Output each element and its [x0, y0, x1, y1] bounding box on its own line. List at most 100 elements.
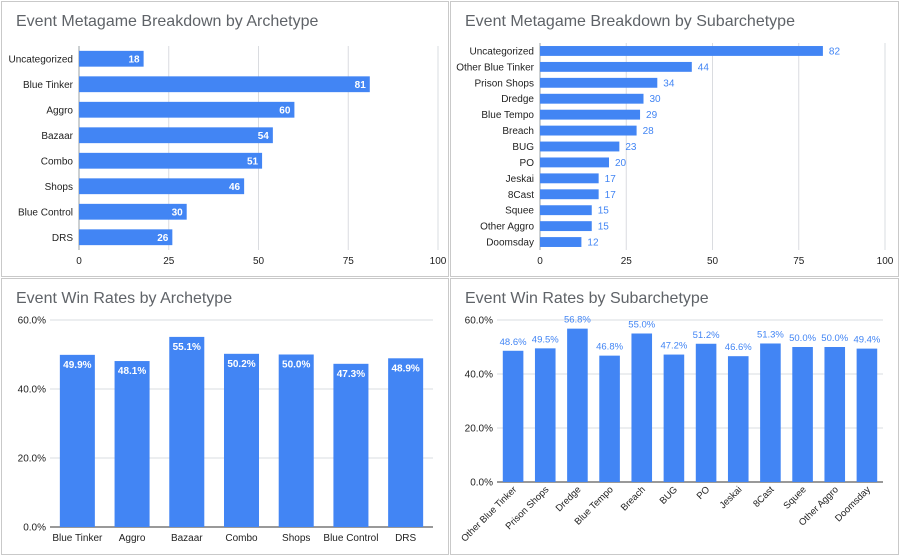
data-label: 12 [587, 238, 599, 249]
archetype-winrates-plot: 0.0% 20.0% 40.0% 60.0% 49.9% Blue Tinker 48.1%… [18, 316, 433, 544]
y-tick-label: 0.0% [23, 523, 46, 534]
y-tick-label: 20.0% [465, 424, 493, 435]
bar [59, 354, 95, 527]
data-label: 23 [625, 142, 637, 153]
category-label: Dredge [554, 484, 584, 514]
y-tick-label: 0.0% [470, 478, 493, 489]
category-label: Uncategorized [470, 46, 534, 57]
data-label: 49.4% [853, 335, 880, 346]
bar [114, 361, 150, 527]
bar [79, 76, 370, 93]
data-label: 29 [646, 110, 658, 121]
data-label: 54 [258, 131, 270, 142]
x-tick-label: 0 [537, 256, 543, 267]
category-label: DRS [395, 533, 416, 544]
category-label: Blue Control [18, 207, 73, 218]
category-label: PO [520, 158, 535, 169]
data-label: 46.8% [596, 342, 623, 353]
y-tick-label: 20.0% [18, 454, 46, 465]
category-label: Bazaar [171, 533, 203, 544]
category-label: 8Cast [508, 190, 534, 201]
data-label: 46.6% [725, 342, 752, 353]
data-label: 47.3% [337, 369, 365, 380]
category-label: Blue Control [323, 533, 378, 544]
bar [79, 178, 245, 195]
bar [856, 348, 878, 482]
bar [599, 355, 620, 482]
category-label: Breach [619, 484, 648, 513]
data-label: 56.8% [564, 315, 591, 326]
category-label: 8Cast [751, 484, 777, 510]
bar [79, 101, 295, 118]
data-label: 50.0% [282, 360, 310, 371]
data-label: 30 [650, 94, 662, 105]
data-label: 34 [663, 78, 675, 89]
data-label: 60 [279, 105, 291, 116]
data-label: 49.5% [532, 334, 559, 345]
bar [540, 61, 692, 72]
x-tick-label: 50 [707, 256, 719, 267]
bar [540, 205, 592, 216]
x-tick-label: 50 [253, 256, 265, 267]
data-label: 28 [643, 126, 655, 137]
data-label: 50.2% [227, 359, 255, 370]
category-label: BUG [658, 484, 680, 506]
archetype-breakdown-chart: Event Metagame Breakdown by Archetype 0 2… [1, 1, 449, 277]
category-label: Aggro [46, 105, 73, 116]
category-label: Squee [505, 206, 534, 217]
chart-title: Event Metagame Breakdown by Archetype [16, 13, 319, 30]
category-label: Combo [41, 156, 74, 167]
data-label: 82 [829, 46, 841, 57]
bar [79, 50, 144, 67]
data-label: 15 [598, 206, 610, 217]
data-label: 51.3% [757, 329, 784, 340]
category-label: Bazaar [41, 131, 73, 142]
y-tick-label: 40.0% [18, 385, 46, 396]
x-tick-label: 0 [76, 256, 82, 267]
data-label: 18 [128, 54, 140, 65]
bar [333, 363, 369, 527]
bar [388, 358, 424, 527]
y-tick-label: 60.0% [18, 316, 46, 327]
subarchetype-winrates-plot: 0.0% 20.0% 40.0% 60.0% 48.6% Other Blue Tinke… [459, 315, 883, 544]
data-label: 81 [355, 80, 367, 91]
bar [540, 125, 637, 136]
category-label: Jeskai [718, 484, 745, 511]
bar [567, 328, 588, 482]
category-label: Blue Tempo [481, 110, 534, 121]
data-label: 48.6% [500, 337, 527, 348]
category-label: Squee [781, 484, 808, 511]
data-label: 17 [605, 174, 617, 185]
bar [79, 229, 173, 246]
category-label: Jeskai [506, 174, 534, 185]
subarchetype-breakdown-chart: Event Metagame Breakdown by Subarchetype… [450, 1, 899, 277]
bar [540, 93, 644, 104]
x-tick-label: 75 [793, 256, 805, 267]
data-label: 46 [229, 182, 241, 193]
category-label: Blue Tinker [23, 80, 74, 91]
bar [540, 157, 609, 168]
category-label: DRS [52, 233, 73, 244]
bar [79, 203, 187, 220]
x-tick-label: 75 [343, 256, 355, 267]
bar [540, 237, 582, 247]
y-tick-label: 60.0% [465, 316, 493, 327]
category-label: Shops [282, 533, 310, 544]
data-label: 20 [615, 158, 627, 169]
bar [792, 347, 813, 482]
chart-title: Event Metagame Breakdown by Subarchetype [465, 13, 795, 30]
category-label: Doomsday [833, 484, 873, 524]
data-label: 48.9% [391, 363, 419, 374]
archetype-breakdown-plot: 0 25 50 75 100 Uncategorized 18 Blue Tinker 81 Ag… [9, 46, 447, 267]
bar [540, 221, 592, 232]
category-label: Prison Shops [475, 78, 534, 89]
subarchetype-winrates-chart: Event Win Rates by Subarchetype 0.0% 20.0… [450, 278, 899, 555]
bar [663, 354, 685, 482]
category-label: Other Blue Tinker [456, 62, 534, 73]
chart-title: Event Win Rates by Archetype [16, 290, 233, 307]
data-label: 55.1% [173, 342, 201, 353]
data-label: 48.1% [118, 366, 146, 377]
category-label: Doomsday [486, 238, 534, 249]
data-label: 50.0% [789, 333, 816, 344]
bar [760, 343, 781, 482]
